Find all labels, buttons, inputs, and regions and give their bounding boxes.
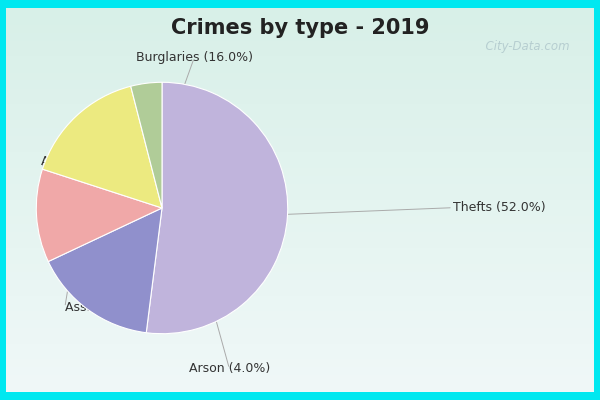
Text: Arson (4.0%): Arson (4.0%) — [189, 362, 270, 376]
Text: Auto thefts (12.0%): Auto thefts (12.0%) — [41, 155, 164, 168]
Text: Crimes by type - 2019: Crimes by type - 2019 — [171, 18, 429, 38]
Wedge shape — [36, 169, 162, 262]
Wedge shape — [131, 82, 162, 208]
Wedge shape — [146, 82, 288, 334]
Text: Thefts (52.0%): Thefts (52.0%) — [453, 201, 545, 214]
Wedge shape — [43, 86, 162, 208]
Text: Assaults (16.0%): Assaults (16.0%) — [65, 301, 170, 314]
Text: Burglaries (16.0%): Burglaries (16.0%) — [136, 52, 253, 64]
Text: City-Data.com: City-Data.com — [478, 40, 569, 53]
Wedge shape — [48, 208, 162, 333]
